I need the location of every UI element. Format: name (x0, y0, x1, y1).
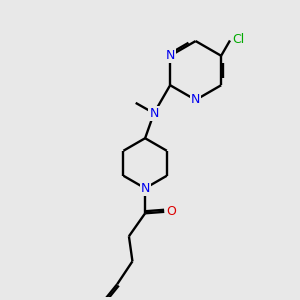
Text: N: N (140, 182, 150, 195)
Text: Cl: Cl (232, 32, 244, 46)
Text: N: N (149, 107, 159, 120)
Text: N: N (166, 49, 175, 62)
Text: O: O (166, 205, 176, 218)
Text: N: N (191, 93, 200, 106)
